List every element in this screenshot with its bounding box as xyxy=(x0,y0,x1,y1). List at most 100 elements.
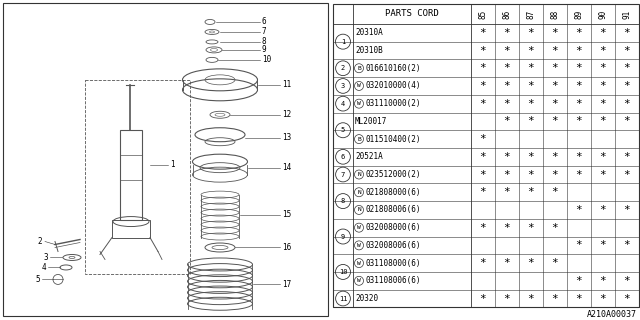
Text: 032008006(6): 032008006(6) xyxy=(365,241,420,250)
Text: *: * xyxy=(552,258,558,268)
Text: 032008000(6): 032008000(6) xyxy=(365,223,420,232)
Text: *: * xyxy=(575,81,582,91)
Text: *: * xyxy=(527,293,534,303)
Text: B: B xyxy=(357,137,361,141)
Text: *: * xyxy=(623,45,630,56)
Text: 7: 7 xyxy=(262,28,267,36)
Bar xyxy=(3,3,328,316)
Text: *: * xyxy=(600,81,606,91)
Text: W: W xyxy=(357,84,361,88)
Text: *: * xyxy=(552,170,558,180)
Text: W: W xyxy=(357,101,361,106)
Text: *: * xyxy=(623,81,630,91)
Text: *: * xyxy=(552,152,558,162)
Text: *: * xyxy=(552,116,558,126)
Text: N: N xyxy=(357,207,361,212)
Text: *: * xyxy=(623,116,630,126)
Text: *: * xyxy=(623,99,630,109)
Text: *: * xyxy=(527,187,534,197)
Text: 5: 5 xyxy=(35,275,40,284)
Text: *: * xyxy=(623,240,630,250)
Text: 3: 3 xyxy=(44,253,48,262)
Text: *: * xyxy=(504,116,510,126)
Text: 031110000(2): 031110000(2) xyxy=(365,99,420,108)
Text: *: * xyxy=(623,152,630,162)
Text: 031108006(6): 031108006(6) xyxy=(365,276,420,285)
Text: 3: 3 xyxy=(341,83,345,89)
Text: 20320: 20320 xyxy=(355,294,378,303)
Text: *: * xyxy=(527,63,534,73)
Bar xyxy=(112,220,150,237)
Text: *: * xyxy=(575,116,582,126)
Text: *: * xyxy=(552,28,558,38)
Text: 023512000(2): 023512000(2) xyxy=(365,170,420,179)
Text: *: * xyxy=(527,28,534,38)
Text: 8: 8 xyxy=(341,198,345,204)
Text: *: * xyxy=(575,45,582,56)
Text: 89: 89 xyxy=(575,9,584,19)
Text: 20310B: 20310B xyxy=(355,46,383,55)
Text: W: W xyxy=(357,243,361,248)
Text: *: * xyxy=(504,63,510,73)
Text: 11: 11 xyxy=(339,295,348,301)
Text: 1: 1 xyxy=(341,39,345,45)
Text: W: W xyxy=(357,260,361,266)
Text: *: * xyxy=(552,187,558,197)
Text: *: * xyxy=(479,45,486,56)
Text: *: * xyxy=(600,152,606,162)
Text: *: * xyxy=(479,28,486,38)
Text: *: * xyxy=(479,81,486,91)
Text: *: * xyxy=(504,81,510,91)
Text: PARTS CORD: PARTS CORD xyxy=(385,10,439,19)
Text: 9: 9 xyxy=(341,234,345,239)
Text: *: * xyxy=(623,170,630,180)
Text: 10: 10 xyxy=(262,55,271,64)
Text: 14: 14 xyxy=(282,163,291,172)
Text: *: * xyxy=(600,28,606,38)
Text: *: * xyxy=(527,99,534,109)
Text: 88: 88 xyxy=(550,9,559,19)
Text: B: B xyxy=(357,66,361,71)
Text: *: * xyxy=(600,240,606,250)
Text: N: N xyxy=(357,190,361,195)
Text: *: * xyxy=(600,293,606,303)
Text: ML20017: ML20017 xyxy=(355,117,387,126)
Text: *: * xyxy=(552,99,558,109)
Text: 20310A: 20310A xyxy=(355,28,383,37)
Text: *: * xyxy=(552,81,558,91)
Text: *: * xyxy=(527,152,534,162)
Text: 85: 85 xyxy=(479,9,488,19)
Text: 021808000(6): 021808000(6) xyxy=(365,188,420,197)
Text: 15: 15 xyxy=(282,210,291,219)
Text: A210A00037: A210A00037 xyxy=(587,310,637,319)
Text: *: * xyxy=(479,134,486,144)
Text: *: * xyxy=(575,205,582,215)
Text: 8: 8 xyxy=(262,37,267,46)
Text: 031108000(6): 031108000(6) xyxy=(365,259,420,268)
Text: *: * xyxy=(479,293,486,303)
Text: *: * xyxy=(504,258,510,268)
Text: *: * xyxy=(600,170,606,180)
Bar xyxy=(85,80,190,275)
Text: *: * xyxy=(552,223,558,233)
Text: 17: 17 xyxy=(282,280,291,289)
Text: W: W xyxy=(357,278,361,283)
Text: *: * xyxy=(575,152,582,162)
Text: *: * xyxy=(552,63,558,73)
Text: *: * xyxy=(504,293,510,303)
Text: 6: 6 xyxy=(262,18,267,27)
Text: *: * xyxy=(575,276,582,286)
Text: 2: 2 xyxy=(37,237,42,246)
Text: *: * xyxy=(623,205,630,215)
Text: 20521A: 20521A xyxy=(355,152,383,161)
Text: 11: 11 xyxy=(282,80,291,89)
Text: 87: 87 xyxy=(527,9,536,19)
Text: *: * xyxy=(600,205,606,215)
Text: 12: 12 xyxy=(282,110,291,119)
Text: 16: 16 xyxy=(282,243,291,252)
Text: *: * xyxy=(575,293,582,303)
Text: *: * xyxy=(527,170,534,180)
Text: *: * xyxy=(479,223,486,233)
Text: *: * xyxy=(575,99,582,109)
Text: *: * xyxy=(479,99,486,109)
